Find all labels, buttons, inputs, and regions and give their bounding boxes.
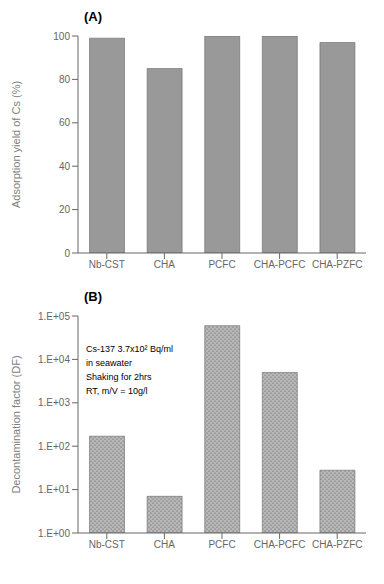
svg-text:1.E+00: 1.E+00 [38,528,70,539]
svg-text:1.E+02: 1.E+02 [38,441,70,452]
svg-text:CHA-PZFC: CHA-PZFC [312,539,363,550]
svg-text:1.E+04: 1.E+04 [38,354,70,365]
svg-text:60: 60 [59,117,71,128]
svg-text:PCFC: PCFC [208,539,235,550]
svg-text:CHA-PCFC: CHA-PCFC [254,539,306,550]
svg-text:1.E+01: 1.E+01 [38,484,70,495]
svg-text:1.E+03: 1.E+03 [38,397,70,408]
html-text:(B): (B) [84,289,102,304]
svg-text:1.E+05: 1.E+05 [38,311,70,322]
svg-text:20: 20 [59,204,71,215]
svg-text:CHA: CHA [154,259,175,270]
html-text:(A): (A) [84,9,102,24]
svg-text:CHA: CHA [154,539,175,550]
svg-text:40: 40 [59,161,71,172]
html-text:Cs-137 3.7x10² Bq/ml: Cs-137 3.7x10² Bq/ml [86,344,173,354]
svg-text:CHA-PZFC: CHA-PZFC [312,259,363,270]
svg-text:Decontamination factor (DF): Decontamination factor (DF) [10,355,22,493]
svg-text:0: 0 [64,248,70,259]
svg-text:100: 100 [53,31,70,42]
svg-text:PCFC: PCFC [208,259,235,270]
html-text:in seawater: in seawater [86,358,132,368]
svg-text:Adsorption yield of Cs (%): Adsorption yield of Cs (%) [10,81,22,208]
svg-text:80: 80 [59,74,71,85]
svg-text:Nb-CST: Nb-CST [89,259,125,270]
svg-text:Nb-CST: Nb-CST [89,539,125,550]
html-text:Shaking for 2hrs: Shaking for 2hrs [86,372,152,382]
svg-text:CHA-PCFC: CHA-PCFC [254,259,306,270]
html-text:RT, m/V = 10g/l: RT, m/V = 10g/l [86,386,148,396]
